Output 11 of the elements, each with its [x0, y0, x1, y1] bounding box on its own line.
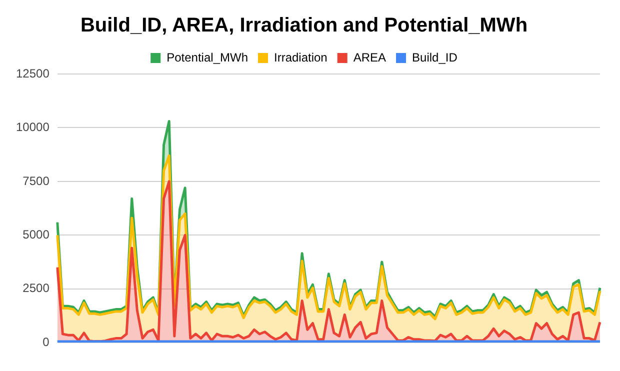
y-tick-label: 2500	[22, 281, 50, 296]
legend-label: Potential_MWh	[166, 50, 248, 64]
y-tick-label: 10000	[16, 120, 50, 134]
legend-label: Irradiation	[274, 50, 328, 64]
y-tick-label: 12500	[16, 66, 50, 80]
y-tick-label: 7500	[22, 174, 50, 188]
y-tick-label: 5000	[22, 227, 50, 242]
legend-label: AREA	[353, 50, 386, 64]
chart-title: Build_ID, AREA, Irradiation and Potential_MWh	[80, 14, 528, 37]
y-tick-label: 0	[42, 334, 50, 349]
legend-label: Build_ID	[412, 50, 458, 64]
